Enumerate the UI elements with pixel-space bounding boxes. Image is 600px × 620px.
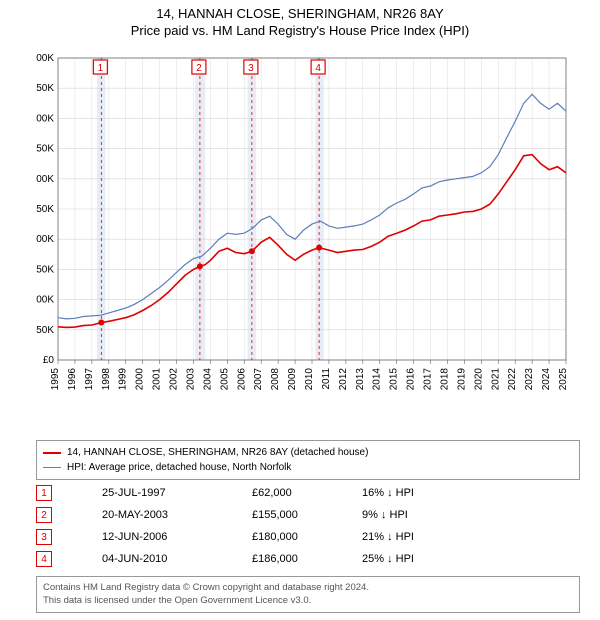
svg-text:2014: 2014: [372, 368, 383, 391]
chart-container: 14, HANNAH CLOSE, SHERINGHAM, NR26 8AY P…: [0, 0, 600, 620]
event-pct: 16% ↓ HPI: [362, 487, 472, 499]
event-pct: 25% ↓ HPI: [362, 553, 472, 565]
svg-text:£0: £0: [43, 355, 55, 366]
legend: 14, HANNAH CLOSE, SHERINGHAM, NR26 8AY (…: [36, 440, 580, 480]
svg-text:2007: 2007: [253, 368, 264, 391]
footer-line1: Contains HM Land Registry data © Crown c…: [43, 581, 573, 594]
event-price: £155,000: [252, 509, 362, 521]
legend-swatch-property: [43, 452, 61, 454]
svg-text:2009: 2009: [287, 368, 298, 391]
svg-text:1997: 1997: [84, 368, 95, 391]
svg-text:2024: 2024: [541, 368, 552, 391]
svg-text:1996: 1996: [67, 368, 78, 391]
chart-svg: £0 £50K £100K £150K £200K £250K £300K £350K £400…: [36, 52, 576, 402]
legend-label-hpi: HPI: Average price, detached house, Nort…: [67, 460, 291, 475]
event-date: 20-MAY-2003: [102, 509, 252, 521]
event-pct: 9% ↓ HPI: [362, 509, 472, 521]
event-marker-4: 4: [36, 551, 52, 567]
svg-text:£250K: £250K: [36, 204, 54, 215]
svg-text:2020: 2020: [473, 368, 484, 391]
legend-swatch-hpi: [43, 467, 61, 468]
svg-text:2017: 2017: [423, 368, 434, 391]
svg-text:2021: 2021: [490, 368, 501, 391]
title-subtitle: Price paid vs. HM Land Registry's House …: [0, 23, 600, 38]
svg-text:2000: 2000: [135, 368, 146, 391]
svg-text:£350K: £350K: [36, 144, 54, 155]
svg-text:£200K: £200K: [36, 234, 54, 245]
event-marker-3: 3: [36, 529, 52, 545]
events-table: 1 25-JUL-1997 £62,000 16% ↓ HPI 2 20-MAY…: [36, 482, 566, 570]
svg-text:2005: 2005: [219, 368, 230, 391]
event-price: £186,000: [252, 553, 362, 565]
svg-text:2010: 2010: [304, 368, 315, 391]
legend-row-hpi: HPI: Average price, detached house, Nort…: [43, 460, 573, 475]
svg-text:2012: 2012: [338, 368, 349, 391]
svg-text:£50K: £50K: [36, 325, 54, 336]
svg-text:2003: 2003: [185, 368, 196, 391]
svg-text:2011: 2011: [321, 368, 332, 390]
svg-text:2025: 2025: [558, 368, 569, 391]
table-row: 4 04-JUN-2010 £186,000 25% ↓ HPI: [36, 548, 566, 570]
svg-text:2004: 2004: [202, 368, 213, 391]
svg-text:£100K: £100K: [36, 295, 54, 306]
svg-text:2015: 2015: [389, 368, 400, 391]
svg-text:4: 4: [315, 63, 321, 74]
svg-text:2023: 2023: [524, 368, 535, 391]
event-price: £180,000: [252, 531, 362, 543]
table-row: 3 12-JUN-2006 £180,000 21% ↓ HPI: [36, 526, 566, 548]
title-block: 14, HANNAH CLOSE, SHERINGHAM, NR26 8AY P…: [0, 0, 600, 38]
svg-text:2002: 2002: [169, 368, 180, 391]
svg-text:2006: 2006: [236, 368, 247, 391]
footer-line2: This data is licensed under the Open Gov…: [43, 594, 573, 607]
svg-text:2001: 2001: [152, 368, 163, 391]
svg-text:2008: 2008: [270, 368, 281, 391]
svg-text:2013: 2013: [355, 368, 366, 391]
svg-text:£500K: £500K: [36, 53, 54, 64]
svg-text:2018: 2018: [439, 368, 450, 391]
footer: Contains HM Land Registry data © Crown c…: [36, 576, 580, 613]
svg-text:1: 1: [98, 63, 104, 74]
event-pct: 21% ↓ HPI: [362, 531, 472, 543]
table-row: 1 25-JUL-1997 £62,000 16% ↓ HPI: [36, 482, 566, 504]
event-price: £62,000: [252, 487, 362, 499]
svg-text:1995: 1995: [50, 368, 61, 391]
event-marker-1: 1: [36, 485, 52, 501]
svg-text:1998: 1998: [101, 368, 112, 391]
event-date: 25-JUL-1997: [102, 487, 252, 499]
svg-text:£450K: £450K: [36, 83, 54, 94]
table-row: 2 20-MAY-2003 £155,000 9% ↓ HPI: [36, 504, 566, 526]
legend-label-property: 14, HANNAH CLOSE, SHERINGHAM, NR26 8AY (…: [67, 445, 368, 460]
chart-area: £0 £50K £100K £150K £200K £250K £300K £350K £400…: [36, 52, 576, 402]
svg-text:1999: 1999: [118, 368, 129, 391]
svg-text:£400K: £400K: [36, 113, 54, 124]
svg-text:2016: 2016: [406, 368, 417, 391]
legend-row-property: 14, HANNAH CLOSE, SHERINGHAM, NR26 8AY (…: [43, 445, 573, 460]
svg-text:3: 3: [248, 63, 254, 74]
svg-text:£150K: £150K: [36, 264, 54, 275]
event-date: 12-JUN-2006: [102, 531, 252, 543]
svg-text:2019: 2019: [456, 368, 467, 391]
svg-text:£300K: £300K: [36, 174, 54, 185]
title-address: 14, HANNAH CLOSE, SHERINGHAM, NR26 8AY: [0, 6, 600, 21]
svg-text:2022: 2022: [507, 368, 518, 391]
event-date: 04-JUN-2010: [102, 553, 252, 565]
svg-text:2: 2: [196, 63, 202, 74]
event-marker-2: 2: [36, 507, 52, 523]
